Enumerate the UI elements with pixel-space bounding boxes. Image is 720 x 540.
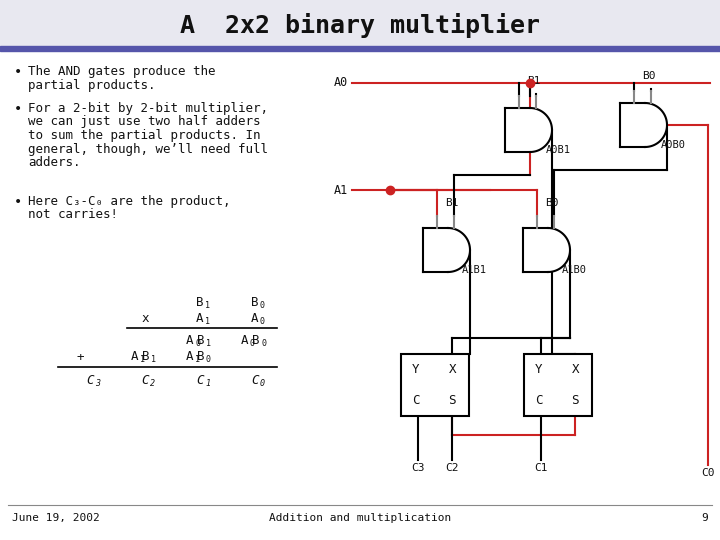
Text: A1B0: A1B0	[562, 265, 587, 275]
Bar	[0, 0, 720, 48]
Text: B: B	[197, 350, 204, 363]
Text: B0: B0	[545, 198, 559, 208]
Text: 0: 0	[206, 355, 211, 364]
Text: S: S	[572, 394, 579, 407]
Text: For a 2-bit by 2-bit multiplier,: For a 2-bit by 2-bit multiplier,	[28, 102, 268, 115]
Text: 0: 0	[260, 300, 265, 309]
Text: B: B	[143, 350, 150, 363]
Text: x: x	[141, 312, 149, 325]
Text: C: C	[412, 394, 420, 407]
Text: C0: C0	[701, 468, 715, 478]
Text: +: +	[76, 350, 84, 363]
Text: 1: 1	[195, 355, 200, 364]
Text: The AND gates produce the: The AND gates produce the	[28, 65, 215, 78]
Text: C: C	[86, 374, 94, 387]
Text: not carries!: not carries!	[28, 208, 118, 221]
Text: B1: B1	[445, 198, 459, 208]
Text: 1: 1	[151, 355, 156, 364]
Text: A1: A1	[334, 184, 348, 197]
Text: B0: B0	[642, 71, 656, 81]
Text: 3: 3	[95, 379, 100, 388]
Text: B: B	[197, 334, 204, 347]
Text: B1: B1	[527, 76, 541, 86]
Text: Y: Y	[535, 363, 542, 376]
Text: 0: 0	[260, 316, 265, 326]
Text: A0: A0	[334, 77, 348, 90]
Text: X: X	[572, 363, 579, 376]
Bar	[524, 354, 592, 416]
Text: B: B	[197, 295, 204, 308]
Text: 0: 0	[260, 379, 265, 388]
Text: •: •	[14, 195, 22, 209]
Text: A0B0: A0B0	[660, 140, 685, 150]
Text: A1B1: A1B1	[462, 265, 487, 275]
Text: A  2x2 binary multiplier: A 2x2 binary multiplier	[180, 14, 540, 38]
Text: C: C	[251, 374, 258, 387]
Bar	[401, 354, 469, 416]
Text: A: A	[197, 312, 204, 325]
Text: C1: C1	[534, 463, 548, 473]
Text: 1: 1	[140, 355, 145, 364]
Text: June 19, 2002: June 19, 2002	[12, 513, 100, 523]
Text: 2: 2	[150, 379, 155, 388]
Text: A: A	[251, 312, 258, 325]
Text: X: X	[449, 363, 456, 376]
Text: A: A	[131, 350, 139, 363]
Text: Addition and multiplication: Addition and multiplication	[269, 513, 451, 523]
Text: 0: 0	[195, 339, 200, 348]
Bar	[0, 46, 720, 51]
Text: A0B1: A0B1	[546, 145, 570, 155]
Text: A: A	[241, 334, 248, 347]
Text: 0: 0	[250, 339, 255, 348]
Text: general, though, we’ll need full: general, though, we’ll need full	[28, 143, 268, 156]
Text: 1: 1	[205, 316, 210, 326]
Text: •: •	[14, 102, 22, 116]
Text: adders.: adders.	[28, 156, 81, 169]
Text: C2: C2	[445, 463, 459, 473]
Text: 1: 1	[206, 339, 211, 348]
Text: C: C	[535, 394, 542, 407]
Polygon shape	[523, 228, 570, 272]
Text: B: B	[251, 295, 258, 308]
Text: 0: 0	[261, 339, 266, 348]
Polygon shape	[505, 108, 552, 152]
Text: A: A	[186, 350, 194, 363]
Text: we can just use two half adders: we can just use two half adders	[28, 116, 261, 129]
Text: S: S	[449, 394, 456, 407]
Text: C: C	[197, 374, 204, 387]
Text: 1: 1	[205, 379, 210, 388]
Polygon shape	[423, 228, 470, 272]
Text: to sum the partial products. In: to sum the partial products. In	[28, 129, 261, 142]
Text: 9: 9	[701, 513, 708, 523]
Text: •: •	[14, 65, 22, 79]
Text: C3: C3	[411, 463, 425, 473]
Text: Y: Y	[412, 363, 420, 376]
Text: Here C₃-C₀ are the product,: Here C₃-C₀ are the product,	[28, 195, 230, 208]
Text: B: B	[252, 334, 260, 347]
Text: C: C	[141, 374, 149, 387]
Polygon shape	[620, 103, 667, 147]
Text: A: A	[186, 334, 194, 347]
Text: partial products.: partial products.	[28, 78, 156, 91]
Text: 1: 1	[205, 300, 210, 309]
